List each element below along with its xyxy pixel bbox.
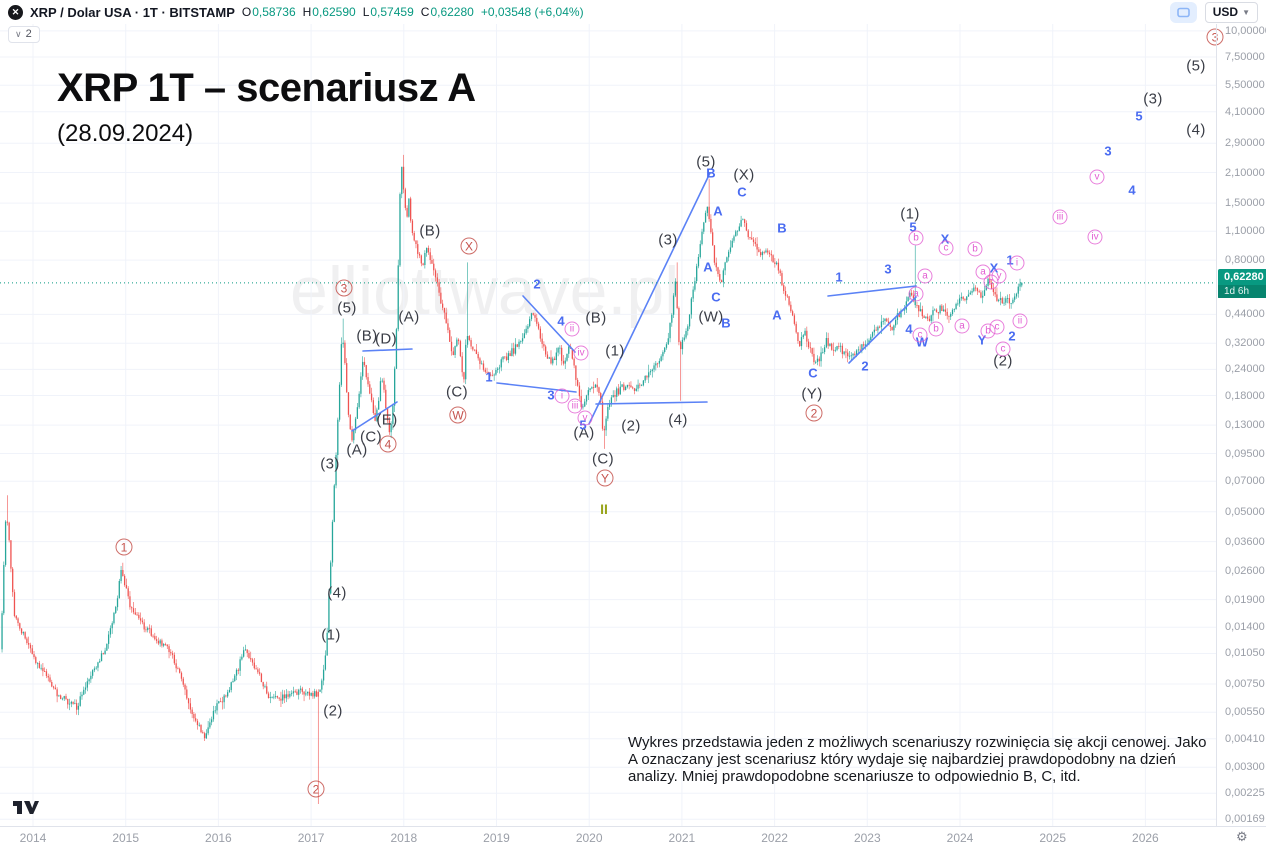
price-tick: 0,80000: [1225, 254, 1265, 267]
page-title: XRP 1T – scenariusz A: [57, 66, 476, 110]
ripple-logo-icon: ✕: [8, 4, 23, 20]
chevron-down-icon: ▼: [1242, 7, 1250, 17]
symbol-name[interactable]: XRP / Dolar USA · 1T · BITSTAMP: [30, 4, 235, 20]
close-label: C: [420, 5, 430, 19]
price-tick: 0,00410: [1225, 732, 1265, 745]
price-tick: 0,44000: [1225, 308, 1265, 321]
price-tick: 0,07000: [1225, 475, 1265, 488]
low-value: 0,57459: [370, 5, 414, 19]
year-tick: 2024: [946, 831, 974, 845]
bar-countdown: 1d 6h: [1218, 284, 1266, 298]
symbol-legend-bar: ✕ XRP / Dolar USA · 1T · BITSTAMP O 0,587…: [0, 0, 1266, 24]
trendline[interactable]: [522, 295, 576, 353]
price-tick: 0,09500: [1225, 447, 1265, 460]
disclaimer-text: Wykres przedstawia jeden z możliwych sce…: [628, 734, 1207, 785]
price-tick: 2,90000: [1225, 137, 1265, 150]
year-tick: 2020: [575, 831, 603, 845]
trendline[interactable]: [588, 172, 711, 425]
low-label: L: [362, 5, 370, 19]
trendline[interactable]: [351, 401, 398, 432]
trendline[interactable]: [496, 382, 577, 393]
year-tick: 2021: [668, 831, 696, 845]
year-tick: 2019: [483, 831, 510, 845]
price-tick: 0,00300: [1225, 761, 1265, 774]
chart-title-block: XRP 1T – scenariusz A (28.09.2024): [57, 66, 476, 148]
year-tick: 2014: [19, 831, 47, 845]
analysis-date: (28.09.2024): [57, 120, 194, 147]
price-tick: 4,10000: [1225, 105, 1265, 118]
price-tick: 0,00750: [1225, 678, 1265, 690]
price-tick: 0,01050: [1225, 647, 1265, 660]
trendline[interactable]: [827, 285, 917, 297]
trendline[interactable]: [595, 401, 708, 405]
watermark: elliottwave.pl: [290, 253, 680, 329]
close-value: 0,62280: [430, 5, 474, 19]
price-tick: 0,24000: [1225, 363, 1265, 376]
price-tick: 0,13000: [1225, 419, 1265, 432]
price-tick: 5,50000: [1225, 79, 1265, 92]
time-scale[interactable]: 2014 2015 2016 2017 2018 2019 2020 2021 2022 2023…: [0, 826, 1266, 848]
price-tick: 7,50000: [1225, 51, 1265, 63]
price-tick: 0,18000: [1225, 389, 1265, 402]
snapshot-button[interactable]: [1169, 1, 1197, 23]
year-tick: 2015: [112, 831, 140, 845]
open-label: O: [241, 5, 252, 19]
high-label: H: [302, 5, 312, 19]
chevron-down-icon: ∨: [15, 28, 22, 39]
year-tick: 2025: [1039, 831, 1067, 845]
open-value: 0,58736: [252, 5, 296, 19]
year-tick: 2016: [205, 831, 232, 845]
current-price-badge: 0,62280 1d 6h: [1218, 268, 1266, 298]
tradingview-logo[interactable]: [12, 799, 39, 816]
price-tick: 0,01400: [1225, 621, 1265, 634]
scale-settings-gear-icon[interactable]: ⚙: [1236, 830, 1248, 845]
trendline[interactable]: [848, 296, 917, 364]
current-price: 0,62280: [1224, 270, 1264, 283]
price-tick: 0,00225: [1225, 787, 1265, 800]
year-tick: 2022: [761, 831, 788, 845]
price-tick: 0,01900: [1225, 593, 1265, 606]
currency-label: USD: [1212, 5, 1239, 19]
price-tick: 0,00169: [1225, 813, 1265, 826]
currency-button[interactable]: USD ▼: [1204, 1, 1258, 23]
price-tick: 0,00550: [1225, 706, 1265, 719]
candles: [1, 154, 1023, 804]
legend-count: 2: [25, 28, 32, 40]
trendline[interactable]: [362, 348, 413, 352]
price-tick: 2,10000: [1225, 166, 1265, 179]
price-tick: 1,10000: [1225, 225, 1265, 238]
camera-icon: [1176, 7, 1190, 17]
year-tick: 2017: [297, 831, 325, 845]
high-value: 0,62590: [312, 5, 356, 19]
price-tick: 0,05000: [1225, 505, 1265, 518]
change-value: +0,03548 (+6,04%): [480, 5, 584, 19]
year-tick: 2026: [1132, 831, 1159, 845]
legend-expand-button[interactable]: ∨ 2: [8, 26, 40, 43]
ohlc-values: O 0,58736 H 0,62590 L 0,57459 C 0,62280: [242, 5, 474, 19]
year-tick: 2023: [853, 831, 881, 845]
year-tick: 2018: [390, 831, 418, 845]
price-tick: 0,02600: [1225, 565, 1265, 578]
price-tick: 0,32000: [1225, 337, 1265, 350]
price-tick: 1,50000: [1225, 197, 1265, 210]
price-tick: 0,03600: [1225, 535, 1265, 548]
